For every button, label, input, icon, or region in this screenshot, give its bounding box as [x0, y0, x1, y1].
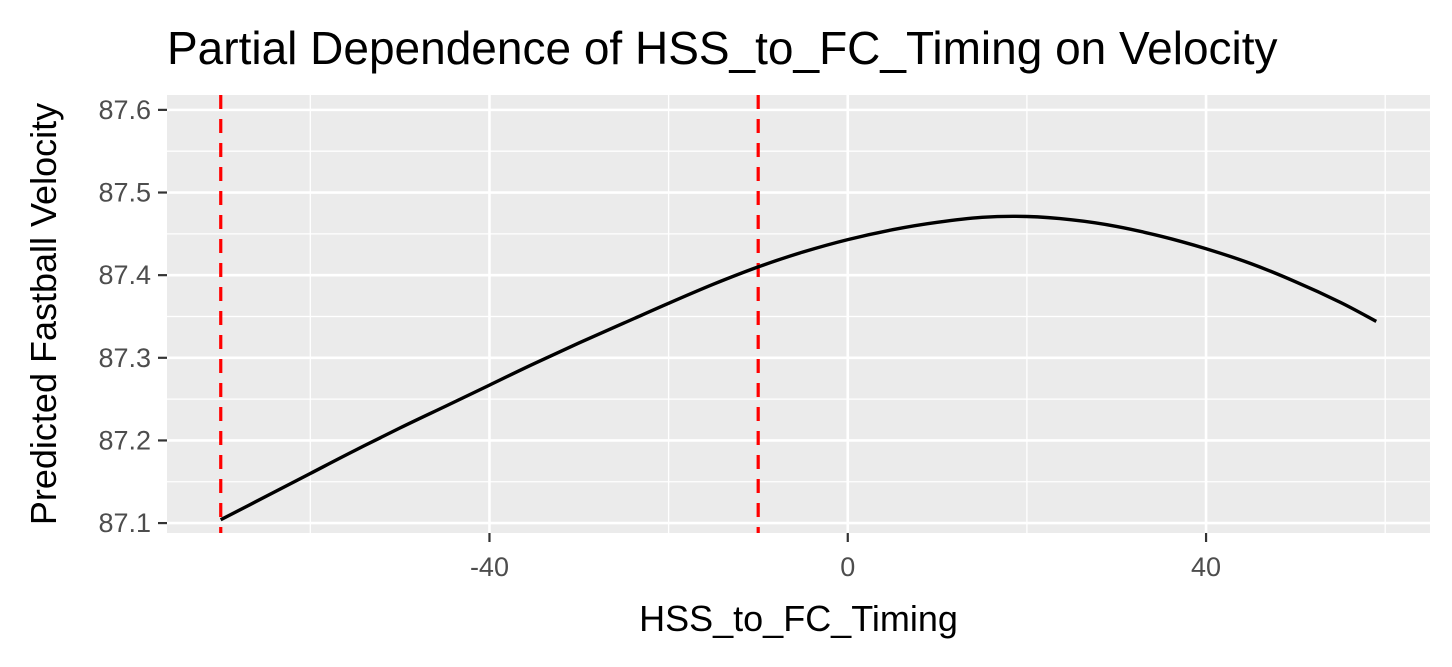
y-tick-label: 87.6 [98, 95, 151, 125]
y-axis-title: Predicted Fastball Velocity [23, 103, 64, 525]
x-tick-label: 0 [840, 552, 855, 582]
x-tick-label: -40 [470, 552, 509, 582]
y-axis: 87.1 87.2 87.3 87.4 87.5 87.6 [98, 95, 167, 538]
x-axis: -40 0 40 [470, 533, 1221, 582]
plot-panel [167, 95, 1430, 533]
minor-gridlines [167, 95, 1430, 533]
reference-lines [219, 95, 760, 533]
y-tick-label: 87.5 [98, 178, 151, 208]
x-axis-title: HSS_to_FC_Timing [639, 598, 958, 639]
y-tick-label: 87.1 [98, 508, 151, 538]
x-tick-label: 40 [1191, 552, 1221, 582]
y-tick-label: 87.2 [98, 425, 151, 455]
y-tick-label: 87.3 [98, 343, 151, 373]
series-line [219, 214, 1378, 522]
y-tick-label: 87.4 [98, 260, 151, 290]
chart-title: Partial Dependence of HSS_to_FC_Timing o… [167, 22, 1278, 74]
